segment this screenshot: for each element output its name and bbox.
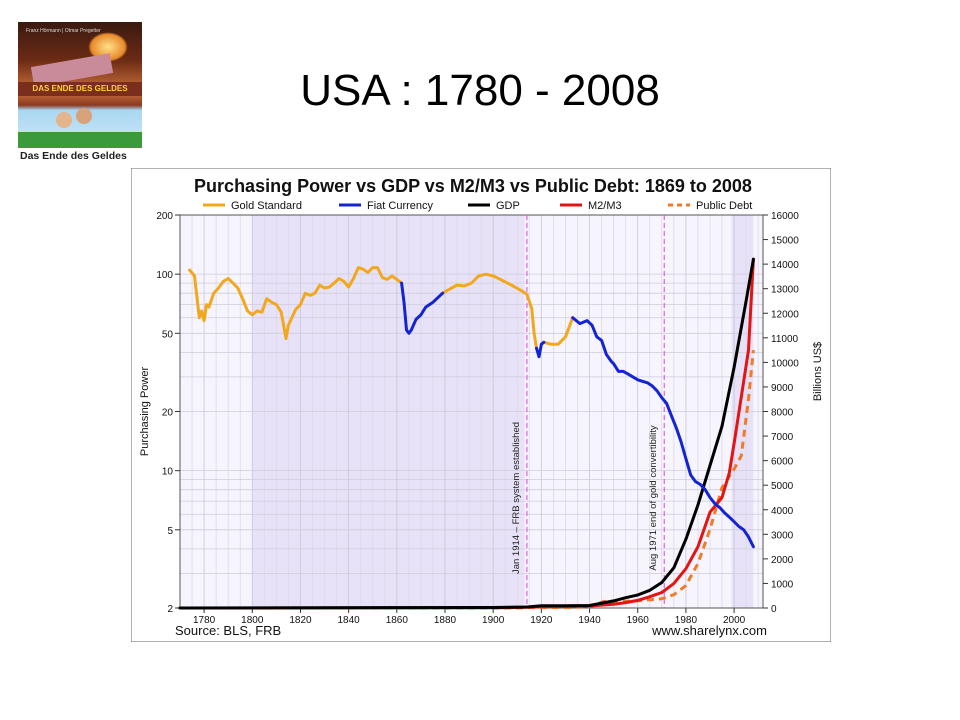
x-tick-label: 1960 <box>627 615 650 626</box>
series-line-fiat-currency <box>535 340 546 359</box>
y-right-tick-label: 16000 <box>771 211 799 222</box>
x-tick-label: 1980 <box>675 615 698 626</box>
series-line-gold-standard <box>441 272 538 350</box>
legend-label: Public Debt <box>696 200 752 212</box>
plot-area: 2510205010020001000200030004000500060007… <box>139 211 824 626</box>
x-tick-label: 1780 <box>193 615 216 626</box>
y-left-tick-label: 200 <box>156 211 173 222</box>
legend-label: M2/M3 <box>588 200 622 212</box>
series-line-gdp <box>178 257 755 610</box>
series-line-fiat-currency <box>571 316 755 549</box>
y-right-tick-label: 10000 <box>771 358 799 369</box>
x-tick-label: 1860 <box>386 615 409 626</box>
x-tick-label: 1820 <box>289 615 312 626</box>
x-tick-label: 1800 <box>241 615 264 626</box>
legend-label: Fiat Currency <box>367 200 434 212</box>
book-cover-image: Franz Hörmann | Otmar Pregetter DAS ENDE… <box>14 22 146 168</box>
family-graphic <box>76 108 92 124</box>
chart-source: Source: BLS, FRB <box>175 623 281 638</box>
slide-title: USA : 1780 - 2008 <box>300 66 660 115</box>
annotation-label: Aug 1971 end of gold convertibility <box>648 425 659 570</box>
book-cover-art: Franz Hörmann | Otmar Pregetter DAS ENDE… <box>18 22 142 148</box>
book-authors: Franz Hörmann | Otmar Pregetter <box>26 28 101 34</box>
y-left-tick-label: 100 <box>156 270 173 281</box>
book-cover-title: DAS ENDE DES GELDES <box>32 84 128 93</box>
y-right-tick-label: 6000 <box>771 457 794 468</box>
y-right-tick-label: 15000 <box>771 236 799 247</box>
legend-label: GDP <box>496 200 520 212</box>
y-left-tick-label: 50 <box>162 329 174 340</box>
y-right-tick-label: 12000 <box>771 309 799 320</box>
chart-title: Purchasing Power vs GDP vs M2/M3 vs Publ… <box>194 176 752 196</box>
y-right-tick-label: 11000 <box>771 334 799 345</box>
family-graphic <box>56 112 72 128</box>
legend-label: Gold Standard <box>231 200 302 212</box>
y-left-tick-label: 2 <box>167 604 173 615</box>
x-tick-label: 1940 <box>578 615 601 626</box>
y-right-tick-label: 8000 <box>771 408 794 419</box>
grass-graphic <box>18 132 142 148</box>
annotation-label: Jan 1914 – FRB system established <box>511 422 522 574</box>
x-tick-label: 1840 <box>338 615 361 626</box>
chart-legend: Gold Standard Fiat Currency GDP M2/M3 Public… <box>203 200 752 212</box>
x-tick-label: 1900 <box>482 615 505 626</box>
y-right-tick-label: 0 <box>771 604 777 615</box>
x-tick-label: 1920 <box>530 615 553 626</box>
series-line-fiat-currency <box>400 281 445 335</box>
series-line-gold-standard <box>542 316 575 346</box>
y-right-tick-label: 13000 <box>771 285 799 296</box>
y-right-tick-label: 14000 <box>771 260 799 271</box>
x-tick-label: 2000 <box>723 615 746 626</box>
chart-credit: www.sharelynx.com <box>651 623 767 638</box>
book-caption: Das Ende des Geldes <box>20 150 127 162</box>
book-title-band: DAS ENDE DES GELDES <box>18 82 142 96</box>
y-right-tick-label: 5000 <box>771 481 794 492</box>
y-left-axis-label: Purchasing Power <box>139 367 151 457</box>
y-right-tick-label: 2000 <box>771 555 794 566</box>
series-line-gold-standard <box>188 266 404 341</box>
series-line-public-debt <box>180 349 755 610</box>
y-left-tick-label: 10 <box>162 467 174 478</box>
x-tick-label: 1880 <box>434 615 457 626</box>
y-right-tick-label: 3000 <box>771 530 794 541</box>
y-right-axis-label: Billions US$ <box>812 342 824 401</box>
y-left-tick-label: 5 <box>167 526 173 537</box>
y-right-tick-label: 9000 <box>771 383 794 394</box>
purchasing-power-chart: Purchasing Power vs GDP vs M2/M3 vs Publ… <box>131 168 831 642</box>
y-right-tick-label: 7000 <box>771 432 794 443</box>
y-right-tick-label: 1000 <box>771 579 794 590</box>
y-left-tick-label: 20 <box>162 408 174 419</box>
y-right-tick-label: 4000 <box>771 506 794 517</box>
